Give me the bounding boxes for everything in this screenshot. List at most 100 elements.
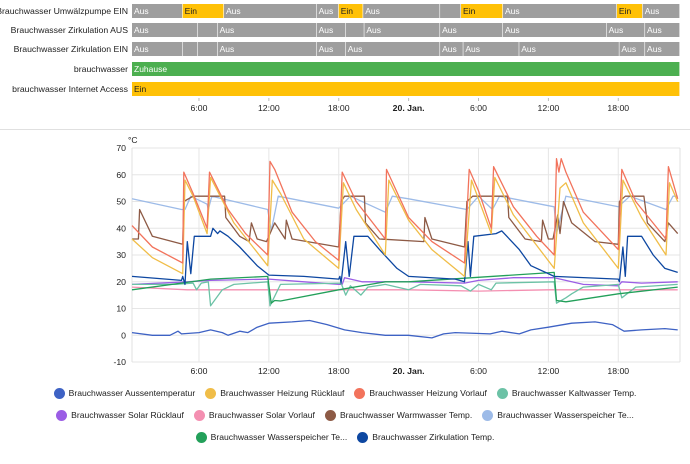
timeline-tick-label: 18:00 (328, 103, 350, 113)
timeline-segment-zuhause[interactable] (132, 62, 680, 76)
timeline-segment-label: Aus (442, 25, 457, 35)
y-tick-label: 0 (121, 330, 126, 340)
timeline-segment-label: Aus (521, 44, 536, 54)
legend-item[interactable]: Brauchwasser Solar Rücklauf (56, 409, 184, 421)
timeline-segment-label: Aus (365, 6, 380, 16)
timeline-row: brauchwasser Internet Access Ein (12, 82, 680, 96)
timeline-segment-aus[interactable] (619, 42, 645, 56)
timeline-segment-aus[interactable] (217, 42, 317, 56)
timeline-segment-aus[interactable] (217, 23, 317, 37)
legend-item[interactable]: Brauchwasser Heizung Vorlauf (354, 387, 487, 399)
timeline-tick-label: 12:00 (538, 103, 560, 113)
legend-item[interactable]: Brauchwasser Solar Vorlauf (193, 409, 315, 421)
timeline-segment-aus[interactable] (182, 42, 198, 56)
series-line-9 (131, 227, 678, 286)
timeline-segment-label: Ein (341, 6, 354, 16)
legend-label: Brauchwasser Aussentemperatur (68, 388, 196, 398)
legend-label: Brauchwasser Wasserspeicher Te... (210, 432, 348, 442)
timeline-segment-label: Aus (621, 44, 636, 54)
timeline-segment-aus[interactable] (197, 23, 218, 37)
y-axis-unit-label: °C (128, 135, 138, 145)
legend-item[interactable]: Brauchwasser Heizung Rücklauf (205, 387, 345, 399)
timeline-segment-aus[interactable] (224, 4, 317, 18)
timeline-row-label: Brauchwasser Umwälzpumpe EIN (0, 6, 128, 16)
legend-color-dot-icon (56, 409, 68, 421)
legend-item[interactable]: Brauchwasser Warmwasser Temp. (324, 409, 472, 421)
y-tick-label: 60 (116, 170, 126, 180)
timeline-tick-label: 18:00 (607, 103, 629, 113)
timeline-segment-aus[interactable] (132, 42, 183, 56)
timeline-segment-label: Aus (220, 44, 235, 54)
legend-color-dot-icon (53, 387, 65, 399)
legend-row: Brauchwasser Aussentemperatur Brauchwasse… (0, 382, 690, 404)
legend-label: Brauchwasser Solar Rücklauf (71, 410, 184, 420)
timeline-segment-label: Ein (134, 84, 147, 94)
timeline-segment-aus[interactable] (363, 4, 440, 18)
timeline-segment-aus[interactable] (440, 4, 461, 18)
timeline-row-label: brauchwasser (74, 64, 128, 74)
legend-item[interactable]: Brauchwasser Wasserspeicher Te... (482, 409, 634, 421)
legend-item[interactable]: Brauchwasser Wasserspeicher Te... (195, 431, 348, 443)
timeline-row-label: Brauchwasser Zirkulation AUS (11, 25, 129, 35)
timeline-segment-aus[interactable] (502, 23, 607, 37)
y-tick-label: 70 (116, 143, 126, 153)
timeline-segment-aus[interactable] (645, 42, 680, 56)
timeline-segment-aus[interactable] (645, 23, 680, 37)
legend-color-dot-icon (357, 431, 369, 443)
timeline-segment-label: Aus (319, 44, 334, 54)
timeline-segment-aus[interactable] (440, 42, 463, 56)
timeline-segment-aus[interactable] (345, 42, 440, 56)
timeline-segment-label: Aus (226, 6, 241, 16)
timeline-row-label: brauchwasser Internet Access (12, 84, 129, 94)
legend-color-dot-icon (193, 409, 205, 421)
timeline-segment-aus[interactable] (642, 4, 680, 18)
timeline-segment-aus[interactable] (440, 23, 503, 37)
legend-item[interactable]: Brauchwasser Aussentemperatur (53, 387, 196, 399)
series-line-8 (131, 271, 678, 304)
timeline-segment-aus[interactable] (197, 42, 218, 56)
timeline-segment-ein[interactable] (616, 4, 643, 18)
timeline-segment-aus[interactable] (316, 42, 346, 56)
timeline-segment-label: Aus (134, 6, 149, 16)
timeline-row: Brauchwasser Zirkulation AUS Aus Aus Aus Aus… (11, 23, 680, 37)
timeline-segment-ein[interactable] (132, 82, 680, 96)
timeline-segment-ein[interactable] (338, 4, 363, 18)
timeline-segment-label: Aus (647, 44, 662, 54)
legend-color-dot-icon (482, 409, 494, 421)
timeline-segment-aus[interactable] (316, 4, 339, 18)
timeline-segment-label: Aus (134, 25, 149, 35)
timeline-row: Brauchwasser Zirkulation EIN Aus Aus Aus Aus… (14, 42, 680, 56)
section-divider (0, 129, 690, 130)
series-line-1 (131, 176, 679, 278)
timeline-segment-aus[interactable] (502, 4, 617, 18)
timeline-segment-aus[interactable] (519, 42, 619, 56)
temperature-line-chart: °C -10 0 10 20 30 40 50 60 70 6:00 12:00 18:00 20. Ja… (113, 135, 681, 376)
legend-item[interactable]: Brauchwasser Kaltwasser Temp. (496, 387, 636, 399)
y-tick-label: 10 (116, 304, 126, 314)
legend-color-dot-icon (324, 409, 336, 421)
timeline-segment-aus[interactable] (463, 42, 519, 56)
timeline-tick-label: 12:00 (258, 103, 280, 113)
legend-label: Brauchwasser Wasserspeicher Te... (497, 410, 634, 420)
timeline-segment-ein[interactable] (182, 4, 224, 18)
timeline-segment-aus[interactable] (606, 23, 645, 37)
timeline-segment-label: Aus (366, 25, 381, 35)
legend-item[interactable]: Brauchwasser Zirkulation Temp. (357, 431, 494, 443)
timeline-segment-label: Aus (647, 25, 662, 35)
timeline-segment-ein[interactable] (461, 4, 503, 18)
y-tick-label: -10 (113, 357, 126, 367)
series-line-2 (131, 158, 679, 264)
timeline-segment-aus[interactable] (364, 23, 440, 37)
legend-color-dot-icon (354, 387, 366, 399)
timeline-segment-label: Zuhause (134, 64, 167, 74)
timeline-segment-aus[interactable] (132, 23, 198, 37)
timeline-segment-aus[interactable] (345, 23, 364, 37)
y-tick-label: 40 (116, 223, 126, 233)
legend-label: Brauchwasser Heizung Rücklauf (220, 388, 345, 398)
timeline-segment-aus[interactable] (316, 23, 346, 37)
x-tick-label: 12:00 (258, 366, 280, 376)
timeline-tick-label: 6:00 (470, 103, 487, 113)
x-tick-label: 6:00 (191, 366, 208, 376)
timeline-segment-aus[interactable] (132, 4, 183, 18)
timeline-segment-label: Aus (319, 6, 334, 16)
